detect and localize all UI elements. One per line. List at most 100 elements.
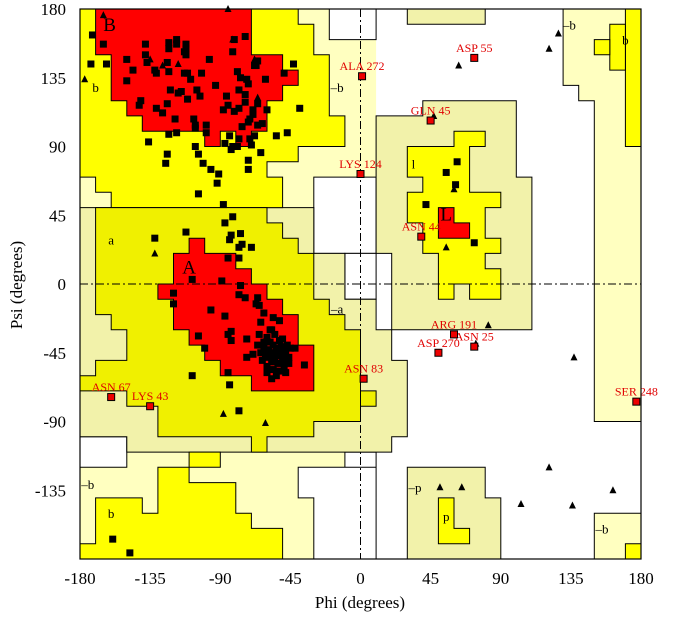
x-tick-label: 0 <box>356 569 365 588</box>
residue-point <box>286 344 294 352</box>
residue-point <box>221 219 229 227</box>
residue-point <box>254 294 262 302</box>
residue-point <box>196 92 204 100</box>
outlier-point <box>434 348 443 357</box>
residue-point <box>249 350 257 358</box>
residue-point <box>249 106 257 114</box>
x-tick-label: -90 <box>209 569 232 588</box>
residue-point <box>137 97 145 105</box>
region-label: a <box>108 233 114 248</box>
residue-point <box>241 33 249 40</box>
y-tick-label: -90 <box>43 413 66 432</box>
residue-point <box>87 60 95 68</box>
y-tick-label: 135 <box>41 69 67 88</box>
outlier-label: ASN 44 <box>402 220 441 234</box>
region-label: –b <box>595 521 609 536</box>
glycine-point <box>442 243 450 251</box>
residue-point <box>254 121 262 129</box>
residue-point <box>275 317 283 325</box>
residue-point <box>219 106 227 114</box>
region-label: –b <box>330 80 344 95</box>
residue-point <box>263 363 271 370</box>
residue-point <box>218 277 226 285</box>
residue-point <box>260 344 268 352</box>
glycine-point <box>450 185 458 193</box>
glycine-point <box>570 353 578 361</box>
outlier-label: LYS 43 <box>132 389 168 403</box>
residue-point <box>235 243 243 251</box>
residue-point <box>238 123 246 131</box>
residue-point <box>452 181 460 189</box>
residue-point <box>173 36 181 44</box>
region-allowed <box>437 497 471 545</box>
residue-point <box>221 139 229 147</box>
residue-point <box>235 407 243 415</box>
residue-point <box>254 57 262 65</box>
outlier-label: ASP 270 <box>417 336 460 350</box>
region-allowed <box>188 451 221 468</box>
residue-point <box>235 86 243 94</box>
residue-point <box>199 159 207 167</box>
x-tick-label: 180 <box>628 569 654 588</box>
residue-point <box>188 372 196 380</box>
residue-point <box>279 356 287 364</box>
residue-point <box>271 330 279 338</box>
x-tick-labels: -180 -135 -90 -45 0 45 90 135 180 <box>64 569 653 588</box>
outlier-point <box>107 393 116 402</box>
residue-point <box>268 358 276 366</box>
outlier-label: ASN 67 <box>92 380 131 394</box>
outlier-label: ASP 55 <box>456 41 493 55</box>
glycine-point <box>568 501 576 509</box>
residue-point <box>241 91 249 99</box>
residue-point <box>237 230 245 238</box>
residue-point <box>249 110 257 118</box>
residue-point <box>201 344 209 352</box>
residue-point <box>272 372 280 380</box>
residue-point <box>170 300 177 308</box>
residue-point <box>280 363 288 370</box>
residue-point <box>135 101 143 109</box>
residue-point <box>227 337 235 345</box>
residue-point <box>285 353 293 361</box>
residue-point <box>166 86 174 94</box>
region-white <box>297 451 377 560</box>
residue-point <box>241 98 249 106</box>
y-tick-labels: 180 135 90 45 0 -45 -90 -135 <box>35 0 66 500</box>
glycine-point <box>554 29 562 37</box>
residue-point <box>226 236 234 244</box>
residue-point <box>243 75 251 83</box>
residue-point <box>274 359 282 367</box>
residue-point <box>129 66 137 74</box>
region-core <box>437 207 471 239</box>
residue-point <box>230 107 238 115</box>
residue-point <box>296 104 304 112</box>
region-allowed-alpha <box>360 390 377 407</box>
residue-point <box>263 106 271 114</box>
residue-point <box>226 132 234 140</box>
region-allowed <box>593 39 611 56</box>
y-tick-label: -45 <box>43 344 66 363</box>
residue-point <box>227 327 235 335</box>
residue-point <box>244 165 252 173</box>
x-tick-label: 135 <box>558 569 584 588</box>
residue-point <box>254 341 262 349</box>
residue-point <box>257 349 265 357</box>
region-label: b <box>92 80 99 95</box>
residue-point <box>182 51 190 59</box>
region-label: b <box>108 506 115 521</box>
residue-point <box>152 104 160 112</box>
residue-point <box>99 40 107 48</box>
residue-point <box>123 55 131 63</box>
region-labels: Bb a A –b –a –b b Ll –b b –p p –b <box>80 15 628 537</box>
plot-frame <box>79 8 642 560</box>
residue-point <box>152 69 160 77</box>
residue-point <box>187 75 195 83</box>
residue-point <box>221 312 229 320</box>
residue-point <box>244 80 252 88</box>
residue-point <box>145 138 153 146</box>
outliers-layer: ASP 55 ALA 272 GLN 45 LYS 124 ASN 44 ASN 25AR… <box>92 41 658 411</box>
glycine-point <box>174 60 182 67</box>
residue-point <box>254 100 262 108</box>
region-label: p <box>443 509 450 524</box>
